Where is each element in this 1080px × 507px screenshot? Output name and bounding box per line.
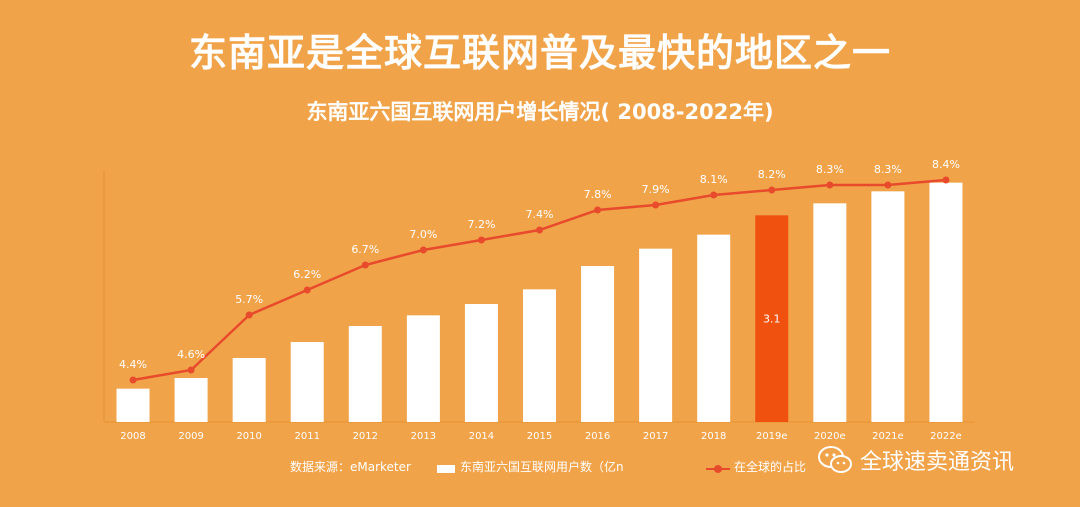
share-label-2022e: 8.4% xyxy=(932,158,960,171)
share-point-2014 xyxy=(477,236,485,244)
legend-bar-swatch xyxy=(437,465,455,473)
bar-2021e xyxy=(871,191,905,422)
bar-2019e xyxy=(755,215,789,422)
legend-bar-label: 东南亚六国互联网用户数（亿n xyxy=(460,460,624,474)
x-tick-2009: 2009 xyxy=(178,431,203,442)
share-label-2008: 4.4% xyxy=(119,358,147,371)
share-label-2013: 7.0% xyxy=(409,228,437,241)
bar-2016 xyxy=(581,266,615,422)
x-tick-2017: 2017 xyxy=(643,431,668,442)
bar-2009 xyxy=(174,378,208,422)
chart-subtitle: 东南亚六国互联网用户增长情况( 2008-2022年) xyxy=(306,100,774,124)
share-label-2011: 6.2% xyxy=(293,268,321,281)
share-point-2016 xyxy=(594,206,602,214)
share-label-2012: 6.7% xyxy=(351,243,379,256)
share-label-2021e: 8.3% xyxy=(874,163,902,176)
x-tick-2019e: 2019e xyxy=(756,431,788,442)
bar-2017 xyxy=(639,248,673,422)
x-tick-2011: 2011 xyxy=(295,431,320,442)
x-tick-2008: 2008 xyxy=(120,431,145,442)
share-point-2022e xyxy=(942,176,950,184)
x-tick-2020e: 2020e xyxy=(814,431,846,442)
x-tick-2012: 2012 xyxy=(353,431,378,442)
share-label-2010: 5.7% xyxy=(235,293,263,306)
bar-2011 xyxy=(290,342,324,422)
share-label-2014: 7.2% xyxy=(467,218,495,231)
share-point-2009 xyxy=(187,366,195,374)
bar-2013 xyxy=(406,315,440,422)
share-label-2015: 7.4% xyxy=(526,208,554,221)
share-point-2019e xyxy=(768,186,776,194)
share-point-2015 xyxy=(536,226,543,234)
bar-2010 xyxy=(232,358,266,422)
x-tick-2013: 2013 xyxy=(411,431,436,442)
x-tick-2010: 2010 xyxy=(236,431,261,442)
data-source: 数据来源：eMarketer xyxy=(290,460,411,474)
x-tick-2015: 2015 xyxy=(527,431,552,442)
x-tick-2016: 2016 xyxy=(585,431,610,442)
bar-2018 xyxy=(697,234,731,422)
share-label-2019e: 8.2% xyxy=(758,168,786,181)
x-tick-2022e: 2022e xyxy=(930,431,962,442)
share-label-2009: 4.6% xyxy=(177,348,205,361)
bar-2008 xyxy=(116,388,150,422)
share-point-2010 xyxy=(245,311,253,319)
bar-2020e xyxy=(813,203,847,422)
share-point-2011 xyxy=(303,286,311,294)
legend-line-label: 在全球的占比 xyxy=(734,460,807,474)
share-label-2016: 7.8% xyxy=(584,188,612,201)
bar-2012 xyxy=(348,326,382,422)
share-label-2020e: 8.3% xyxy=(816,163,844,176)
wechat-icon xyxy=(818,446,852,473)
legend-line-marker xyxy=(714,465,722,473)
x-tick-2018: 2018 xyxy=(701,431,726,442)
bar-2022e xyxy=(929,182,963,422)
watermark: 全球速卖通资讯 xyxy=(818,443,1014,477)
share-point-2021e xyxy=(884,181,892,189)
share-label-2017: 7.9% xyxy=(642,183,670,196)
x-tick-2021e: 2021e xyxy=(872,431,904,442)
x-tick-2014: 2014 xyxy=(469,431,494,442)
share-point-2008 xyxy=(129,376,137,384)
bar-value-label-2019e: 3.1 xyxy=(763,313,781,326)
bar-2015 xyxy=(523,289,556,422)
share-point-2018 xyxy=(710,191,718,199)
watermark-text: 全球速卖通资讯 xyxy=(860,450,1015,475)
share-label-2018: 8.1% xyxy=(700,173,728,186)
share-point-2020e xyxy=(826,181,834,189)
legend: 数据来源：eMarketer 东南亚六国互联网用户数（亿n 在全球的占比 xyxy=(0,456,1080,480)
share-point-2013 xyxy=(419,246,427,254)
share-point-2017 xyxy=(652,201,660,209)
bar-2014 xyxy=(464,304,498,422)
chart-title: 东南亚是全球互联网普及最快的地区之一 xyxy=(188,31,891,75)
share-point-2012 xyxy=(361,261,369,269)
